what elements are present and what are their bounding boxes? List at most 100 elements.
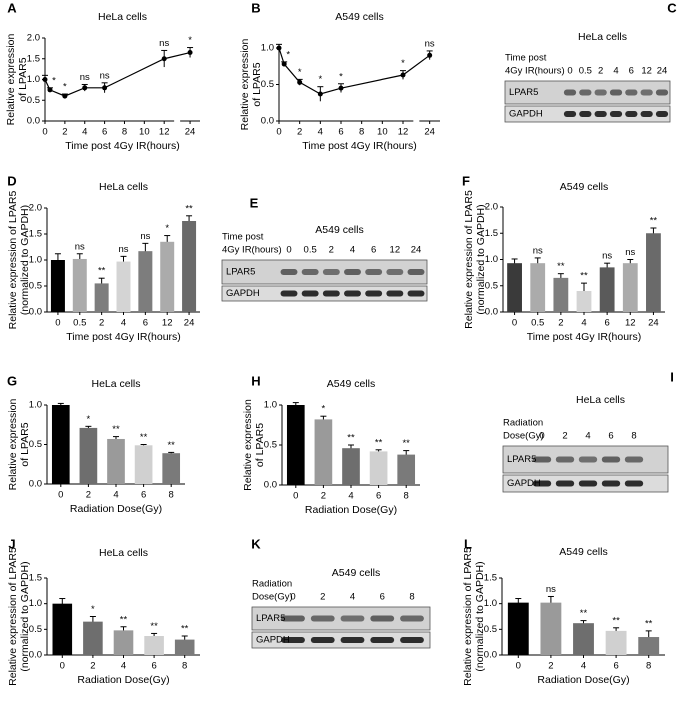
x-axis-label: Time post 4Gy IR(hours) [527,331,642,343]
blot-band [281,615,305,622]
bar [530,263,546,312]
y-tick-label: 0.5 [264,440,277,451]
blot-band [386,269,404,275]
significance-label: * [322,404,326,415]
bar [113,630,134,655]
blot-band [407,269,425,275]
y-tick-label: 0.0 [261,116,274,127]
significance-label: * [318,74,322,85]
panel-label: K [251,536,261,551]
line [44,51,191,97]
significance-label: * [87,414,91,425]
bar [646,233,661,312]
x-tick-label: 0.5 [73,318,86,329]
blot-band [594,111,607,117]
significance-label: * [188,35,192,46]
blot-header: Dose(Gy) [252,592,293,603]
y-tick-label: 0.5 [27,95,40,106]
y-axis-label: Relative expression of LPAR5 [463,190,475,329]
panel-label: G [7,373,17,388]
panel-label: J [8,536,15,551]
y-tick-label: 1.0 [264,400,277,411]
y-tick-label: 1.0 [261,43,274,54]
x-tick-label: 8 [182,661,187,672]
panel-label: I [670,369,674,384]
blot-header: Time post [222,232,264,243]
panel-label: D [7,173,16,188]
blot-band [340,615,365,622]
bar [553,277,569,312]
point [400,72,406,78]
significance-label: ** [140,432,148,443]
x-tick-label: 8 [646,661,651,672]
y-axis-label: Relative expression of LPAR5 [462,547,474,686]
blot-band [624,456,644,463]
blot-band [310,615,335,622]
lane-label: 2 [562,431,567,442]
bar [134,445,153,484]
blot-band [344,290,361,297]
row-label: GAPDH [226,288,260,299]
point [297,79,303,85]
lane-label: 2 [320,592,325,603]
chart-title: HeLa cells [91,378,140,390]
bar [52,603,73,655]
significance-label: ns [425,38,435,49]
bar [160,241,175,312]
x-tick-label: 8 [122,127,127,138]
x-axis-label: Radiation Dose(Gy) [537,674,629,686]
point [62,93,68,99]
y-tick-label: 0.0 [29,307,42,318]
blot-title: HeLa cells [576,394,625,406]
x-tick-label: 4 [82,127,87,138]
significance-label: ** [167,440,175,451]
x-axis-label: Radiation Dose(Gy) [70,503,162,515]
lane-label: 0 [290,592,295,603]
row-label: LPAR5 [226,267,255,278]
bar [116,261,131,312]
chart-title: HeLa cells [99,181,148,193]
y-tick-label: 0.0 [27,116,40,127]
x-tick-label: 0 [512,318,517,329]
blot-header: Radiation [503,418,543,429]
x-tick-label: 0 [42,127,47,138]
blot-header: Radiation [252,579,292,590]
x-tick-label: 6 [613,661,618,672]
lane-label: 8 [631,431,636,442]
blot-band [322,290,340,297]
bar [72,258,87,312]
y-axis-label: (normalized to GAPDH) [475,204,487,314]
bar [397,454,416,485]
bar [576,291,592,312]
y-tick-label: 1.5 [29,229,42,240]
chart-title: A549 cells [560,181,608,193]
blot-band [280,269,298,275]
blot-title: A549 cells [332,567,380,579]
point [281,61,287,67]
x-tick-label: 12 [162,318,173,329]
panel-label: E [250,195,259,210]
y-tick-label: 2.0 [27,33,40,44]
blot-band [609,111,623,117]
y-tick-label: 0.0 [29,479,42,490]
blot-band [365,290,383,297]
row-label: LPAR5 [509,87,538,98]
significance-label: * [52,75,56,86]
significance-label: * [298,67,302,78]
chart-title: HeLa cells [98,11,147,23]
lane-label: 2 [329,245,334,256]
y-axis-label: of LPAR5 [17,57,29,101]
y-axis-label: (normalized to GAPDH) [19,561,31,671]
bar [286,405,305,485]
significance-label: ** [150,621,158,632]
x-tick-label: 24 [184,318,195,329]
lane-label: 0 [286,245,291,256]
blot-band [578,480,598,487]
significance-label: ns [159,38,169,49]
blot-band [301,269,319,275]
bar [144,636,164,655]
significance-label: ns [80,72,90,83]
x-axis-label: Time post 4Gy IR(hours) [302,140,417,152]
lane-label: 24 [657,66,668,77]
